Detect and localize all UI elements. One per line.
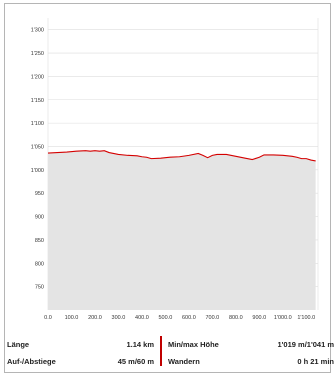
x-tick-label: 300.0 xyxy=(112,315,126,321)
min-max-height-value: 1'019 m/1'041 m xyxy=(277,340,334,349)
x-tick-label: 1'100.0 xyxy=(297,315,315,321)
y-tick-label: 1'150 xyxy=(31,98,44,104)
route-stats: Länge 1.14 km Auf-/Abstiege 45 m/60 m Mi… xyxy=(4,334,334,372)
y-tick-label: 1'200 xyxy=(31,74,44,80)
x-tick-label: 200.0 xyxy=(88,315,102,321)
length-value: 1.14 km xyxy=(126,340,154,349)
x-tick-label: 100.0 xyxy=(65,315,79,321)
length-label: Länge xyxy=(7,340,30,349)
y-tick-label: 950 xyxy=(35,191,44,197)
x-tick-label: 900.0 xyxy=(252,315,266,321)
y-tick-label: 1'300 xyxy=(31,28,44,34)
y-tick-label: 1'100 xyxy=(31,121,44,127)
y-tick-label: 900 xyxy=(35,215,44,221)
y-tick-label: 1'050 xyxy=(31,144,44,150)
x-tick-label: 1'000.0 xyxy=(274,315,292,321)
x-tick-label: 400.0 xyxy=(135,315,149,321)
hiking-time-label: Wandern xyxy=(168,357,200,366)
y-tick-label: 750 xyxy=(35,285,44,291)
x-tick-label: 500.0 xyxy=(159,315,173,321)
min-max-height-label: Min/max Höhe xyxy=(168,340,219,349)
elevation-line xyxy=(47,150,316,162)
x-tick-label: 600.0 xyxy=(182,315,196,321)
y-tick-label: 1'250 xyxy=(31,51,44,57)
x-axis-ticks: 0.0 100.0 200.0 300.0 400.0 500.0 600.0 700.0 80… xyxy=(44,315,315,321)
x-tick-label: 700.0 xyxy=(205,315,219,321)
ascent-descent-value: 45 m/60 m xyxy=(117,357,154,366)
y-tick-label: 850 xyxy=(35,238,44,244)
x-tick-label: 0.0 xyxy=(44,315,52,321)
stats-divider xyxy=(160,336,162,366)
elevation-area xyxy=(48,150,316,310)
y-axis-ticks: 750 800 850 900 950 1'000 1'050 1'100 1'150 1'200… xyxy=(31,28,44,291)
elevation-profile-chart: 750 800 850 900 950 1'000 1'050 1'100 1'150 1'200… xyxy=(31,18,319,321)
x-tick-label: 800.0 xyxy=(229,315,243,321)
ascent-descent-label: Auf-/Abstiege xyxy=(7,357,56,366)
hiking-time-value: 0 h 21 min xyxy=(297,357,334,366)
y-tick-label: 800 xyxy=(35,261,44,267)
y-tick-label: 1'000 xyxy=(31,168,44,174)
